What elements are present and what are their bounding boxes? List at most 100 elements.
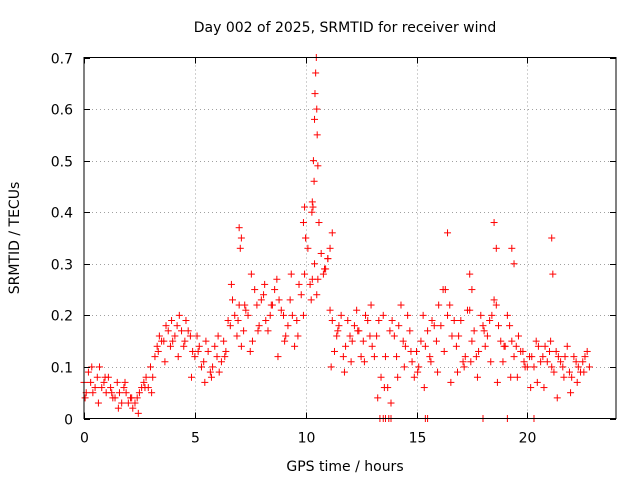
data-point <box>373 332 381 340</box>
data-point <box>311 260 319 268</box>
data-point <box>340 368 348 376</box>
data-point <box>260 291 268 299</box>
data-point <box>237 342 245 350</box>
data-point <box>227 280 235 288</box>
data-point <box>202 337 210 345</box>
data-point <box>246 347 254 355</box>
data-point <box>255 322 263 330</box>
data-point <box>319 270 327 278</box>
data-point <box>375 317 383 325</box>
data-point <box>434 368 442 376</box>
data-point <box>280 311 287 319</box>
data-point <box>390 332 398 340</box>
data-point <box>342 342 350 350</box>
data-point <box>503 311 511 319</box>
data-point <box>495 322 503 330</box>
data-point <box>563 342 571 350</box>
data-point <box>359 337 367 345</box>
data-point <box>174 353 182 361</box>
data-point <box>299 219 307 227</box>
data-point <box>479 322 487 330</box>
data-point <box>233 332 241 340</box>
data-point <box>454 368 462 376</box>
data-point <box>184 327 192 335</box>
data-point <box>222 347 230 355</box>
data-point <box>281 337 289 345</box>
data-point <box>124 399 132 407</box>
data-point <box>554 353 562 361</box>
data-point <box>121 378 129 386</box>
data-point <box>547 337 555 345</box>
data-point <box>100 378 108 386</box>
data-point <box>399 337 407 345</box>
data-point <box>291 342 299 350</box>
data-point <box>480 327 488 335</box>
data-point <box>294 332 302 340</box>
data-point <box>201 378 209 386</box>
data-point <box>417 337 425 345</box>
data-point <box>549 270 557 278</box>
data-point <box>141 384 149 392</box>
data-point <box>426 353 434 361</box>
data-point <box>237 234 245 242</box>
x-tick-label: 0 <box>80 431 89 447</box>
data-point <box>400 363 408 371</box>
data-point <box>350 322 358 330</box>
data-point <box>467 358 475 366</box>
data-point <box>507 373 515 381</box>
x-tick-label: 10 <box>298 431 316 447</box>
data-point <box>181 337 189 345</box>
data-point <box>521 363 529 371</box>
data-point <box>180 342 188 350</box>
data-point <box>266 311 274 319</box>
data-point <box>540 384 548 392</box>
data-point <box>317 249 325 257</box>
data-point <box>380 384 388 392</box>
data-point <box>306 280 314 288</box>
data-point <box>440 347 448 355</box>
data-point <box>333 332 341 340</box>
data-point <box>182 317 190 325</box>
data-point <box>347 358 355 366</box>
y-tick-label: 0.3 <box>51 258 73 274</box>
data-point <box>421 342 429 350</box>
data-point <box>169 337 177 345</box>
data-point <box>381 353 389 361</box>
data-point <box>393 353 401 361</box>
data-point <box>368 342 376 350</box>
data-point <box>548 234 556 242</box>
data-point <box>328 317 336 325</box>
data-point <box>441 286 449 294</box>
data-point <box>367 301 375 309</box>
data-point <box>430 322 438 330</box>
data-point <box>452 342 460 350</box>
data-point <box>295 280 303 288</box>
data-point <box>301 203 309 211</box>
data-point <box>308 208 316 216</box>
data-point <box>158 337 166 345</box>
data-point <box>419 311 427 319</box>
data-point <box>527 384 535 392</box>
data-point <box>565 368 573 376</box>
data-point <box>510 353 518 361</box>
data-point <box>379 311 387 319</box>
data-point <box>408 358 416 366</box>
data-point <box>107 384 115 392</box>
data-point <box>574 363 582 371</box>
data-point <box>261 280 269 288</box>
data-point <box>533 378 541 386</box>
data-point <box>171 332 179 340</box>
data-point <box>213 353 221 361</box>
data-point <box>534 342 542 350</box>
data-point <box>162 322 170 330</box>
data-point <box>432 337 440 345</box>
data-point <box>397 301 405 309</box>
data-point <box>537 358 545 366</box>
data-point <box>315 219 323 227</box>
data-point <box>91 384 99 392</box>
data-point <box>301 270 309 278</box>
data-point <box>539 353 547 361</box>
data-point <box>209 363 217 371</box>
y-tick-label: 0.7 <box>51 52 73 68</box>
